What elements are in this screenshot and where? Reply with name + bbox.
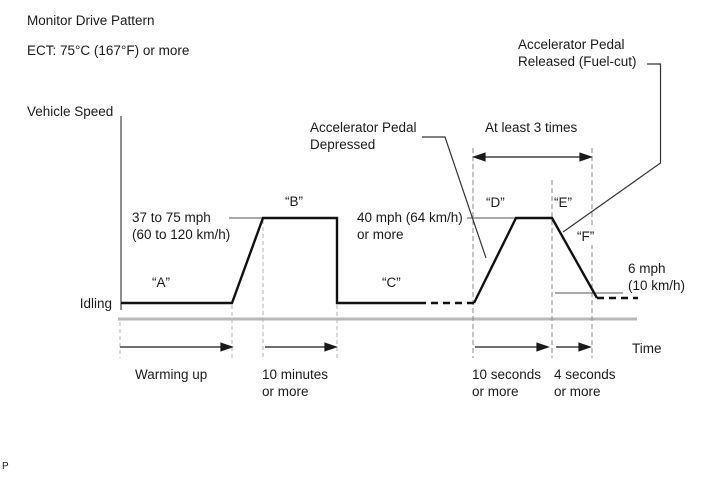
pedal-depressed-line2: Depressed xyxy=(310,137,376,152)
speed-d-line1: 40 mph (64 km/h) xyxy=(357,210,463,225)
ten-seconds-line1: 10 seconds xyxy=(472,367,542,382)
ten-seconds-label: 10 seconds or more xyxy=(472,366,541,400)
pedal-released-label: Accelerator Pedal Released (Fuel-cut) xyxy=(518,36,637,70)
dark-dashed-boundaries xyxy=(472,148,593,358)
arrow-4sec-head xyxy=(578,342,592,352)
phase-f-label: “F” xyxy=(576,228,596,245)
diagram-title: Monitor Drive Pattern xyxy=(27,13,155,28)
speed-f-line2: (10 km/h) xyxy=(628,278,686,293)
speed-f-annotation: 6 mph (10 km/h) xyxy=(628,260,685,294)
ten-seconds-line2: or more xyxy=(472,384,519,399)
speed-trace xyxy=(121,216,638,305)
trace-idle-a-b-c xyxy=(121,216,419,305)
x-axis-label: Time xyxy=(632,341,662,356)
trace-d-e-f xyxy=(472,216,599,304)
page-mark: P xyxy=(2,461,9,472)
phase-d-label: “D” xyxy=(486,195,505,210)
speed-b-annotation: 37 to 75 mph (60 to 120 km/h) xyxy=(132,209,230,243)
idling-label: Idling xyxy=(79,296,112,311)
leader-lines xyxy=(229,217,623,294)
phase-e-label: “E” xyxy=(554,195,572,210)
speed-d-line2: or more xyxy=(357,227,404,242)
y-axis-label: Vehicle Speed xyxy=(27,104,114,119)
pedal-released-line2: Released (Fuel-cut) xyxy=(518,54,637,69)
arrow-10min-head xyxy=(324,342,338,352)
ten-minutes-line2: or more xyxy=(262,384,309,399)
callout-lines xyxy=(422,63,662,259)
speed-f-line1: 6 mph xyxy=(628,261,666,276)
arrow-warming-head xyxy=(220,342,234,352)
pedal-depressed-line1: Accelerator Pedal xyxy=(310,120,417,135)
four-seconds-label: 4 seconds or more xyxy=(554,366,616,400)
four-seconds-line2: or more xyxy=(554,384,601,399)
arrow-10sec-head xyxy=(536,342,550,352)
pedal-released-line1: Accelerator Pedal xyxy=(518,37,625,52)
ten-minutes-line1: 10 minutes xyxy=(262,367,329,382)
callout-pedal-released xyxy=(562,63,662,233)
phase-b-label: “B” xyxy=(285,194,303,209)
arrow-3times-right-head xyxy=(579,152,593,162)
speed-b-line1: 37 to 75 mph xyxy=(132,210,211,225)
phase-c-label: “C” xyxy=(382,275,401,290)
warming-up-label: Warming up xyxy=(135,367,208,382)
repeat-note: At least 3 times xyxy=(485,120,578,135)
pedal-depressed-label: Accelerator Pedal Depressed xyxy=(310,119,417,153)
ect-condition: ECT: 75°C (167°F) or more xyxy=(27,43,190,58)
phase-a-label: “A” xyxy=(152,275,170,290)
callout-pedal-depressed xyxy=(422,136,487,259)
light-dashed-boundaries xyxy=(119,220,338,358)
ten-minutes-label: 10 minutes or more xyxy=(262,366,328,400)
duration-arrows xyxy=(120,152,593,352)
speed-b-line2: (60 to 120 km/h) xyxy=(132,227,231,242)
four-seconds-line1: 4 seconds xyxy=(554,367,616,382)
speed-d-annotation: 40 mph (64 km/h) or more xyxy=(357,209,463,243)
arrow-3times-left-head xyxy=(472,152,486,162)
